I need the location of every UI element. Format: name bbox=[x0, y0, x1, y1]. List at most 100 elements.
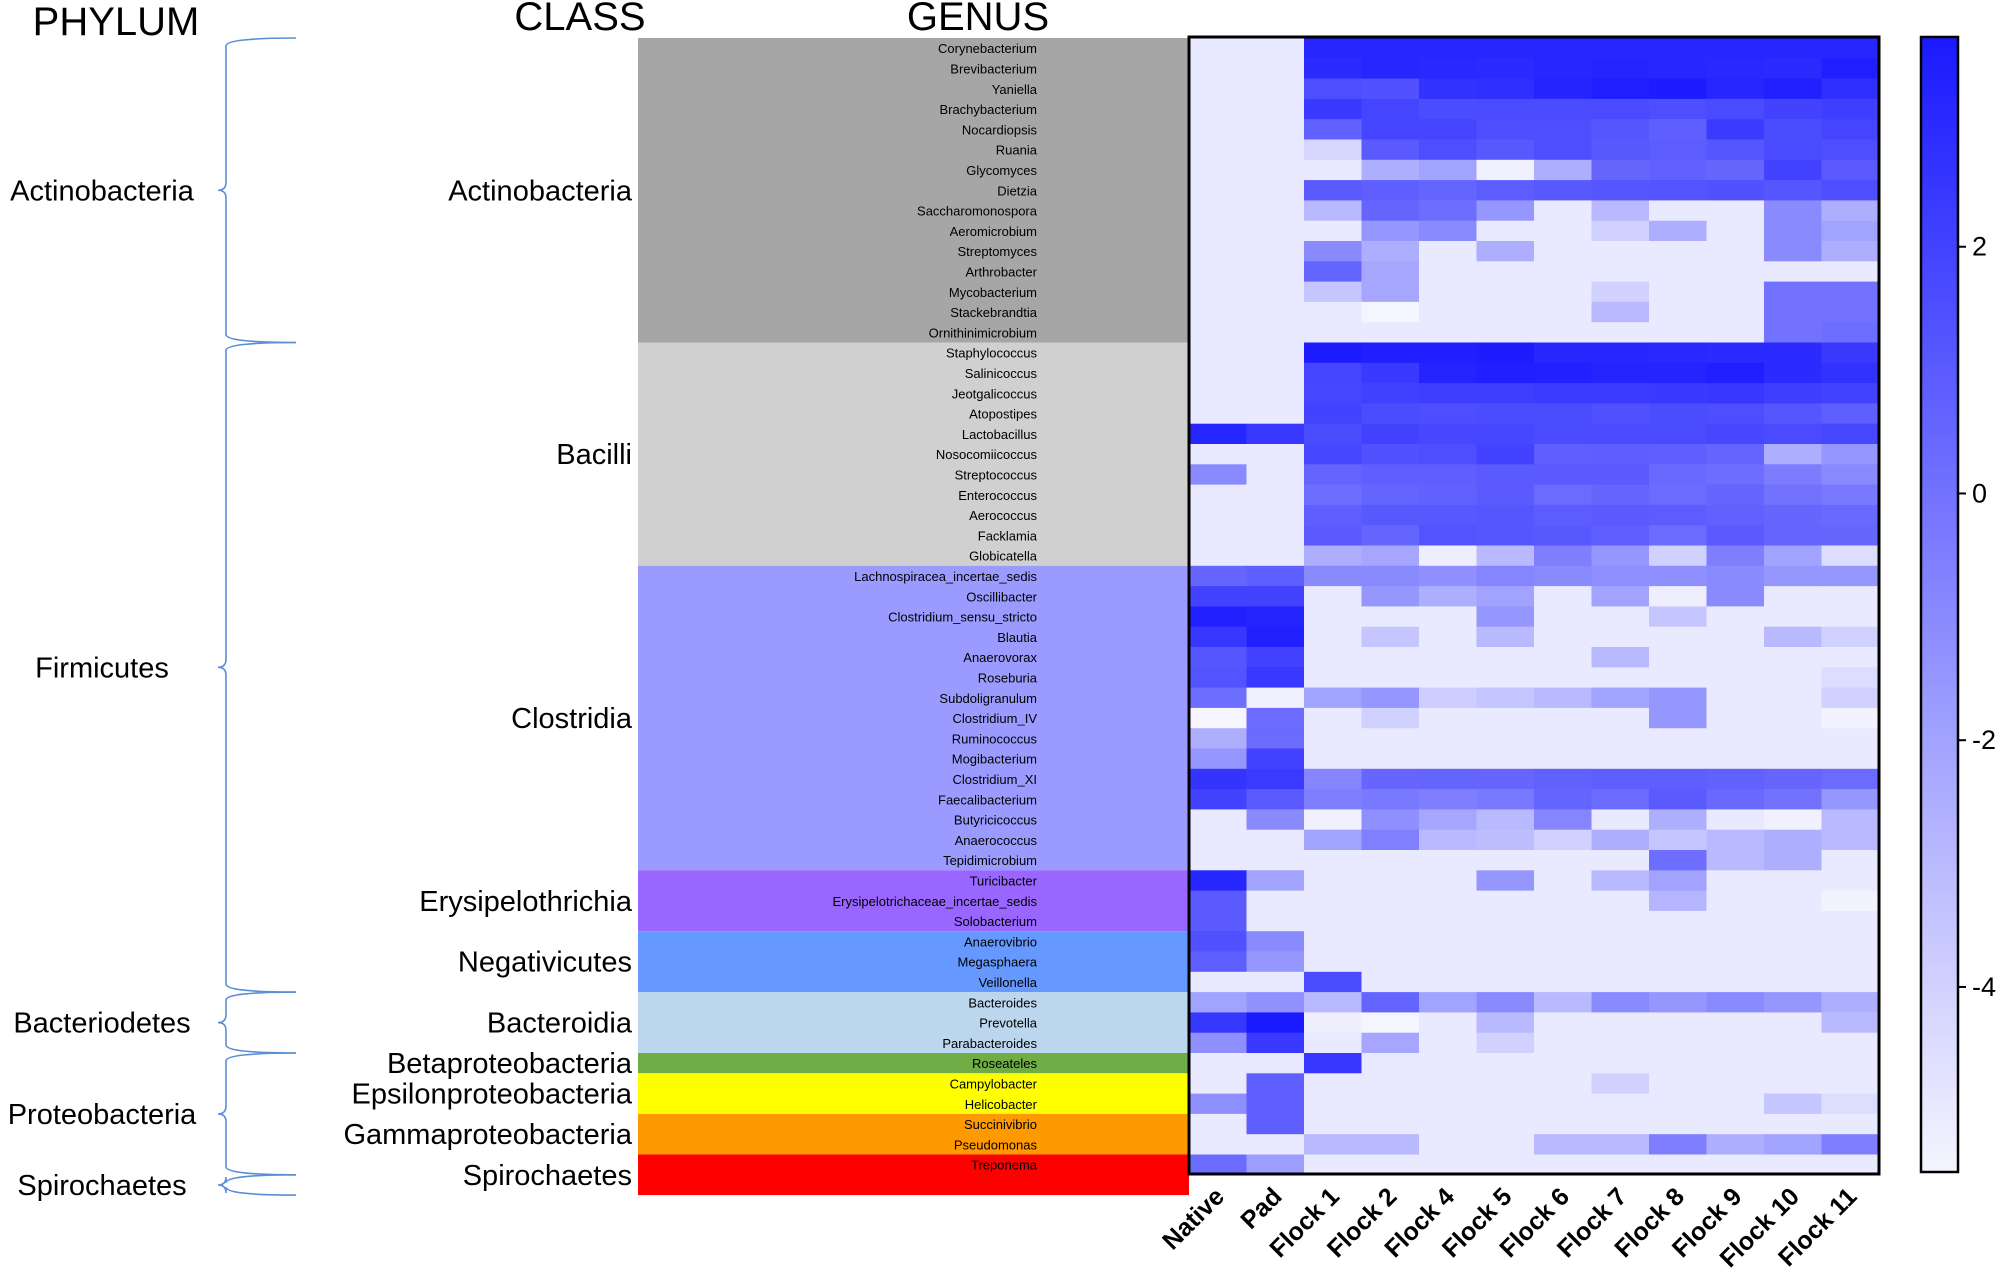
heatmap-cell bbox=[1821, 931, 1880, 953]
heatmap-cell bbox=[1246, 545, 1305, 567]
heatmap-cell bbox=[1189, 687, 1248, 709]
heatmap-cell bbox=[1591, 342, 1650, 364]
heatmap-cell bbox=[1591, 951, 1650, 973]
genus-label: Blautia bbox=[997, 630, 1038, 645]
heatmap-cell bbox=[1361, 484, 1420, 506]
heatmap-cell bbox=[1649, 342, 1708, 364]
heatmap-cell bbox=[1189, 504, 1248, 526]
heatmap-cell bbox=[1649, 971, 1708, 993]
genus-label: Ornithinimicrobium bbox=[929, 325, 1037, 340]
genus-label: Subdoligranulum bbox=[939, 691, 1037, 706]
colorbar-tick-label: -4 bbox=[1972, 972, 1996, 1002]
heatmap-cell bbox=[1189, 971, 1248, 993]
heatmap-cell bbox=[1361, 1053, 1420, 1074]
heatmap-cell bbox=[1706, 241, 1765, 262]
phylum-label: Firmicutes bbox=[35, 652, 169, 684]
heatmap-cell bbox=[1764, 1154, 1823, 1176]
heatmap-cell bbox=[1189, 545, 1248, 567]
heatmap-cell bbox=[1189, 1012, 1248, 1034]
colorbar-tick-label: 0 bbox=[1972, 478, 1987, 508]
heatmap-cell bbox=[1361, 403, 1420, 425]
heatmap-cell bbox=[1534, 38, 1593, 59]
heatmap-cell bbox=[1534, 484, 1593, 506]
heatmap-cell bbox=[1591, 301, 1650, 323]
heatmap-cell bbox=[1534, 322, 1593, 344]
heatmap-cell bbox=[1476, 464, 1535, 486]
heatmap-cell bbox=[1246, 1134, 1305, 1156]
heatmap-cell bbox=[1189, 1053, 1248, 1074]
heatmap-cell bbox=[1246, 1012, 1305, 1034]
heatmap-cell bbox=[1476, 626, 1535, 648]
heatmap-cell bbox=[1246, 1113, 1305, 1135]
heatmap-cell bbox=[1246, 484, 1305, 506]
heatmap-cell bbox=[1764, 586, 1823, 607]
heatmap-cell bbox=[1361, 992, 1420, 1013]
heatmap-cell bbox=[1246, 586, 1305, 607]
heatmap-cell bbox=[1764, 910, 1823, 932]
class-label: Spirochaetes bbox=[463, 1160, 632, 1192]
heatmap-cell bbox=[1706, 38, 1765, 59]
heatmap-cell bbox=[1304, 1134, 1363, 1156]
heatmap-cell bbox=[1821, 241, 1880, 262]
heatmap-cell bbox=[1821, 342, 1880, 364]
heatmap-cell bbox=[1764, 687, 1823, 709]
heatmap-cell bbox=[1304, 261, 1363, 283]
heatmap-cell bbox=[1246, 667, 1305, 689]
heatmap-cell bbox=[1476, 281, 1535, 303]
heatmap-cell bbox=[1764, 748, 1823, 770]
heatmap-cell bbox=[1189, 383, 1248, 404]
heatmap-cell bbox=[1591, 910, 1650, 932]
heatmap-cell bbox=[1419, 870, 1478, 892]
header-class: CLASS bbox=[514, 0, 645, 39]
heatmap-cell bbox=[1649, 748, 1708, 770]
heatmap-cell bbox=[1591, 525, 1650, 547]
heatmap-cell bbox=[1821, 910, 1880, 932]
heatmap-cell bbox=[1591, 829, 1650, 851]
heatmap-cell bbox=[1764, 768, 1823, 790]
heatmap-cell bbox=[1591, 606, 1650, 628]
heatmap-cell bbox=[1534, 1073, 1593, 1095]
heatmap-cell bbox=[1649, 444, 1708, 465]
genus-label: Brevibacterium bbox=[950, 61, 1037, 76]
heatmap-cell bbox=[1649, 1073, 1708, 1095]
genus-label: Anaerovorax bbox=[963, 650, 1037, 665]
heatmap-cell bbox=[1304, 992, 1363, 1013]
heatmap-cell bbox=[1304, 890, 1363, 912]
heatmap-cell bbox=[1534, 220, 1593, 242]
heatmap-cell bbox=[1706, 484, 1765, 506]
heatmap-cell bbox=[1821, 362, 1880, 384]
heatmap-cell bbox=[1246, 1154, 1305, 1176]
heatmap-cell bbox=[1246, 1073, 1305, 1095]
heatmap-cell bbox=[1419, 586, 1478, 607]
heatmap-cell bbox=[1649, 1053, 1708, 1074]
heatmap-cell bbox=[1419, 1134, 1478, 1156]
heatmap-cell bbox=[1304, 1073, 1363, 1095]
heatmap-cell bbox=[1419, 1073, 1478, 1095]
heatmap-cell bbox=[1706, 1053, 1765, 1074]
heatmap-cell bbox=[1821, 545, 1880, 567]
genus-label: Megasphaera bbox=[958, 955, 1038, 970]
class-block bbox=[638, 342, 1189, 566]
heatmap-cell bbox=[1534, 403, 1593, 425]
heatmap-cell bbox=[1246, 220, 1305, 242]
genus-label: Faecalibacterium bbox=[938, 792, 1037, 807]
heatmap-cell bbox=[1764, 931, 1823, 953]
heatmap-cell bbox=[1419, 565, 1478, 587]
genus-label: Mogibacterium bbox=[952, 752, 1037, 767]
heatmap-cell bbox=[1764, 98, 1823, 120]
heatmap-cell bbox=[1189, 525, 1248, 547]
heatmap-cell bbox=[1361, 951, 1420, 973]
heatmap-cell bbox=[1419, 301, 1478, 323]
heatmap-cell bbox=[1361, 301, 1420, 323]
heatmap-cell bbox=[1304, 281, 1363, 303]
heatmap-cell bbox=[1361, 870, 1420, 892]
heatmap-cell bbox=[1534, 362, 1593, 384]
heatmap-cell bbox=[1246, 748, 1305, 770]
heatmap-cell bbox=[1419, 768, 1478, 790]
heatmap-cell bbox=[1649, 362, 1708, 384]
heatmap-cell bbox=[1246, 139, 1305, 161]
heatmap-cell bbox=[1764, 342, 1823, 364]
heatmap-cell bbox=[1419, 362, 1478, 384]
heatmap-cell bbox=[1706, 931, 1765, 953]
heatmap-cell bbox=[1764, 484, 1823, 506]
